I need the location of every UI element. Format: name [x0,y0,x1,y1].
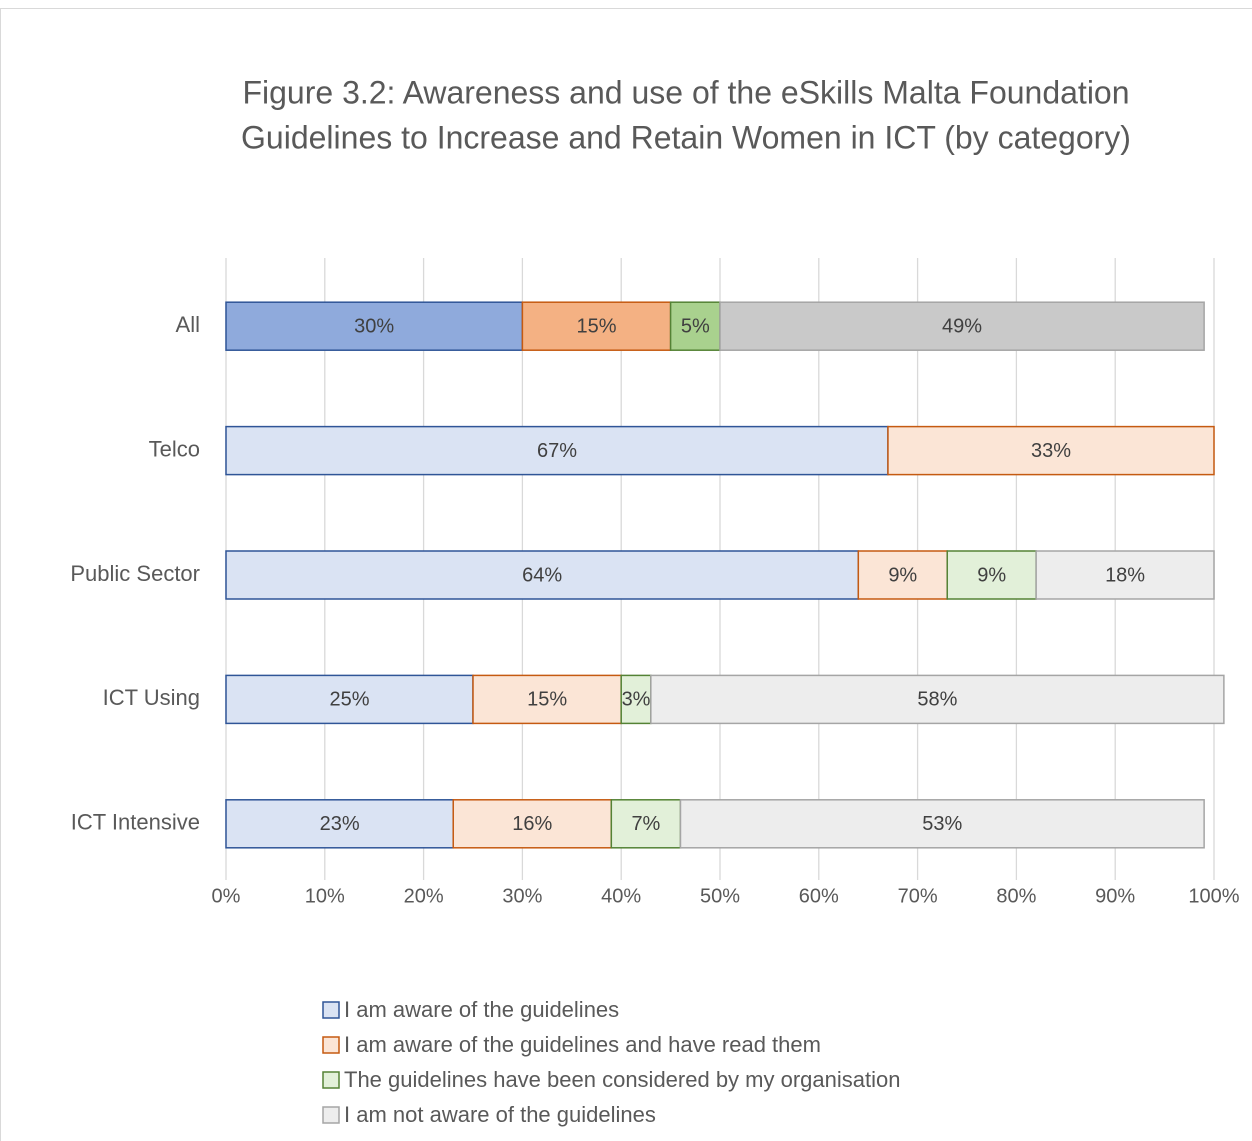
data-label: 33% [1031,440,1071,462]
x-tick-label: 40% [601,885,641,907]
data-label: 53% [922,813,962,835]
data-label: 16% [512,813,552,835]
x-tick-label: 20% [404,885,444,907]
legend-swatch [322,1106,340,1124]
bar-segment [719,301,1205,351]
chart-title: Figure 3.2: Awareness and use of the eSk… [242,74,1129,110]
bar-segment [521,301,672,351]
bar-segment [225,799,454,849]
data-label: 64% [522,564,562,586]
bar-segment [669,301,721,351]
data-label: 23% [320,813,360,835]
legend-swatch [322,1001,340,1019]
legend-label: The guidelines have been considered by m… [344,1067,900,1092]
bar-segment [452,799,613,849]
bar-segment [679,799,1205,849]
chart-title: Guidelines to Increase and Retain Women … [241,119,1131,155]
bar-segment [857,550,948,600]
bar-segment [650,674,1225,725]
y-tick-label: ICT Using [103,685,200,710]
bar-segment [225,674,474,725]
x-tick-label: 80% [996,885,1036,907]
y-tick-label: Telco [149,436,200,461]
x-tick-label: 70% [898,885,938,907]
data-label: 9% [977,564,1006,586]
data-label: 30% [354,315,394,337]
y-tick-label: Public Sector [70,561,200,586]
bar-segment [225,425,889,476]
data-label: 67% [537,440,577,462]
legend-label: I am not aware of the guidelines [344,1102,656,1127]
x-tick-label: 60% [799,885,839,907]
x-tick-label: 10% [305,885,345,907]
data-label: 49% [942,315,982,337]
data-label: 5% [681,315,710,337]
bar-segment [472,674,622,725]
x-tick-label: 0% [212,885,241,907]
data-label: 15% [576,315,616,337]
legend-label: I am aware of the guidelines [344,997,619,1022]
legend-swatch [322,1071,340,1089]
bar-segment [887,425,1215,476]
bar-segment [225,550,860,600]
data-label: 25% [329,689,369,711]
x-tick-label: 100% [1188,885,1239,907]
legend-swatch [322,1036,340,1054]
y-tick-label: All [176,312,200,337]
data-label: 7% [631,813,660,835]
x-tick-label: 50% [700,885,740,907]
x-tick-label: 30% [502,885,542,907]
legend-label: I am aware of the guidelines and have re… [344,1032,821,1057]
data-label: 58% [917,689,957,711]
bar-segment [946,550,1037,600]
x-tick-label: 90% [1095,885,1135,907]
y-tick-label: ICT Intensive [71,810,200,835]
data-label: 18% [1105,564,1145,586]
data-label: 15% [527,689,567,711]
data-label: 3% [622,689,651,711]
bar-segment [1035,550,1215,600]
data-label: 9% [888,564,917,586]
